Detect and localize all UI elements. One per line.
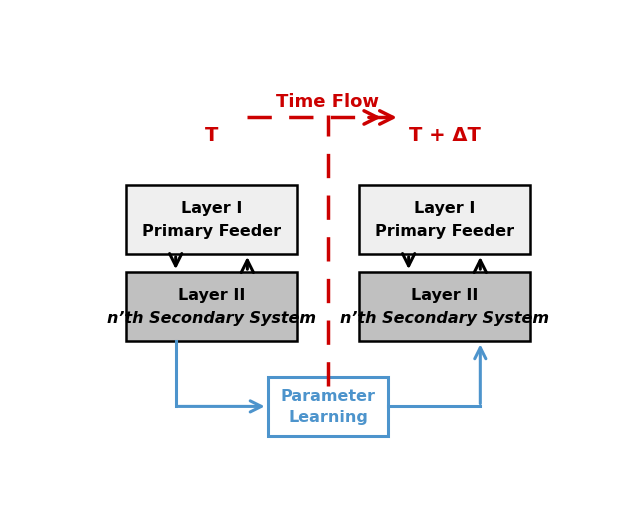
Text: Time Flow: Time Flow bbox=[276, 93, 380, 111]
Text: T + ΔT: T + ΔT bbox=[408, 126, 481, 145]
FancyBboxPatch shape bbox=[127, 185, 297, 254]
Text: Layer II: Layer II bbox=[178, 288, 245, 303]
FancyBboxPatch shape bbox=[268, 377, 388, 436]
Text: n’th Secondary System: n’th Secondary System bbox=[340, 311, 549, 326]
Text: n’th Secondary System: n’th Secondary System bbox=[107, 311, 316, 326]
Text: Parameter: Parameter bbox=[280, 389, 376, 404]
FancyBboxPatch shape bbox=[127, 272, 297, 342]
Text: T: T bbox=[205, 126, 218, 145]
FancyBboxPatch shape bbox=[360, 272, 530, 342]
Text: Primary Feeder: Primary Feeder bbox=[142, 224, 281, 239]
Text: Primary Feeder: Primary Feeder bbox=[375, 224, 514, 239]
Text: Layer II: Layer II bbox=[411, 288, 478, 303]
Text: Layer I: Layer I bbox=[414, 201, 475, 216]
Text: Layer I: Layer I bbox=[181, 201, 242, 216]
FancyBboxPatch shape bbox=[360, 185, 530, 254]
Text: Learning: Learning bbox=[288, 410, 368, 425]
